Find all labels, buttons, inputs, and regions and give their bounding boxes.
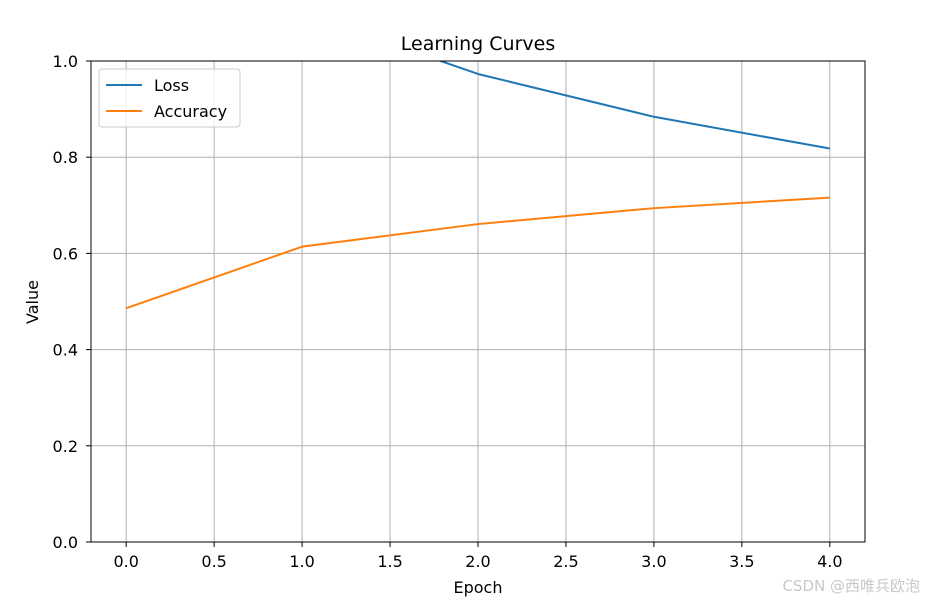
chart-title: Learning Curves	[401, 33, 555, 55]
y-tick-label-5: 1.0	[53, 52, 78, 71]
x-tick-label-2: 1.0	[289, 552, 314, 571]
x-axis-label: Epoch	[454, 578, 503, 597]
x-tick-label-8: 4.0	[817, 552, 842, 571]
legend: Loss Accuracy	[98, 68, 241, 128]
x-tick-label-5: 2.5	[553, 552, 578, 571]
legend-box	[98, 68, 241, 128]
x-tick-label-4: 2.0	[465, 552, 490, 571]
legend-label-loss: Loss	[154, 76, 189, 95]
x-axis-ticks: 0.0 0.5 1.0 1.5 2.0 2.5 3.0 3.5 4.0	[113, 542, 843, 571]
y-tick-label-1: 0.2	[53, 437, 78, 456]
y-axis-ticks: 0.0 0.2 0.4 0.6 0.8 1.0	[53, 52, 91, 552]
watermark-text: CSDN @西唯兵欧泡	[782, 577, 920, 595]
x-tick-label-3: 1.5	[377, 552, 402, 571]
y-tick-label-0: 0.0	[53, 533, 78, 552]
y-tick-label-3: 0.6	[53, 244, 78, 263]
series-line-accuracy	[125, 196, 830, 310]
legend-label-accuracy: Accuracy	[154, 102, 227, 121]
x-tick-label-6: 3.0	[641, 552, 666, 571]
series-line-loss	[437, 61, 830, 150]
series-lines	[125, 61, 830, 310]
x-tick-label-1: 0.5	[201, 552, 226, 571]
y-tick-label-2: 0.4	[53, 341, 78, 360]
y-axis-label: Value	[23, 280, 42, 324]
x-tick-label-0: 0.0	[113, 552, 138, 571]
y-tick-label-4: 0.8	[53, 148, 78, 167]
x-tick-label-7: 3.5	[729, 552, 754, 571]
